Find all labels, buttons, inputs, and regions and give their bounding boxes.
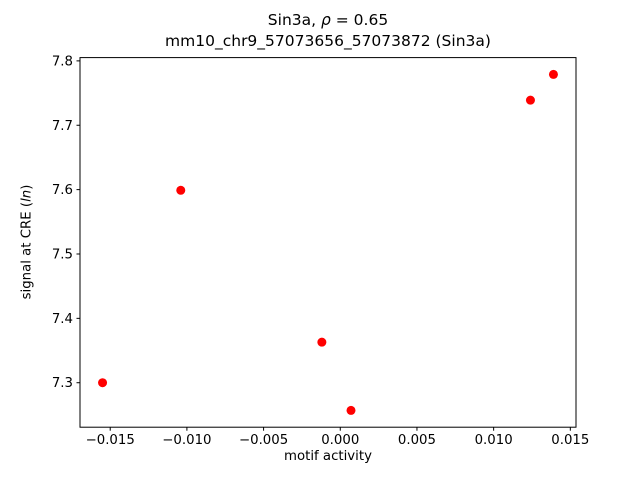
x-tick-label: 0.010 xyxy=(475,433,513,448)
y-tick-label: 7.3 xyxy=(52,376,73,391)
chart-title-line1: Sin3a, ρ = 0.65 xyxy=(80,10,576,31)
data-point xyxy=(525,95,535,105)
title-prefix: Sin3a, xyxy=(267,11,321,29)
y-tick-label: 7.4 xyxy=(52,312,73,327)
data-point xyxy=(176,185,186,195)
y-tick-label: 7.5 xyxy=(52,247,73,262)
chart-title: Sin3a, ρ = 0.65 mm10_chr9_57073656_57073… xyxy=(80,10,576,52)
y-tick-label: 7.6 xyxy=(52,183,73,198)
x-tick-label: 0.015 xyxy=(551,433,589,448)
y-axis-label: signal at CRE (ln) xyxy=(20,185,35,300)
x-tick-label: 0.000 xyxy=(321,433,359,448)
title-suffix: = 0.65 xyxy=(330,11,389,29)
x-tick-label: −0.010 xyxy=(162,433,211,448)
y-tick-label: 7.8 xyxy=(52,54,73,69)
x-tick-label: 0.005 xyxy=(398,433,436,448)
x-tick-label: −0.015 xyxy=(86,433,135,448)
title-rho-symbol: ρ xyxy=(320,11,331,29)
y-tick-label: 7.7 xyxy=(52,119,73,134)
data-point xyxy=(346,405,356,415)
axes-spines xyxy=(79,57,577,428)
ylabel-prefix: signal at CRE ( xyxy=(19,201,35,300)
data-point xyxy=(98,378,108,388)
x-tick-label: −0.005 xyxy=(239,433,288,448)
chart-subtitle: mm10_chr9_57073656_57073872 (Sin3a) xyxy=(165,32,491,50)
data-point xyxy=(317,337,327,347)
ylabel-italic: ln xyxy=(19,189,35,202)
x-axis-label: motif activity xyxy=(284,449,372,464)
data-point xyxy=(548,69,558,79)
ylabel-suffix: ) xyxy=(19,184,35,190)
